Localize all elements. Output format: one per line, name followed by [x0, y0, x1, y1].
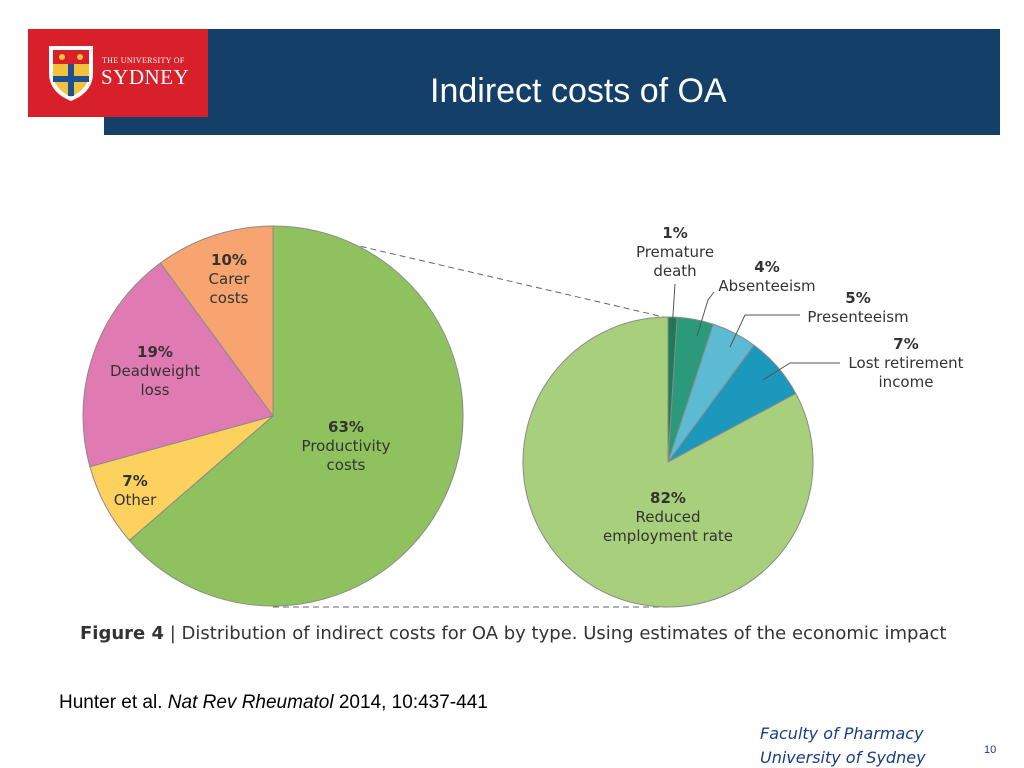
citation-journal: Nat Rev Rheumatol [167, 692, 334, 713]
label-productivity-costs-line2: costs [327, 456, 366, 474]
main-pie [82, 225, 464, 607]
figure-number: Figure 4 [80, 623, 165, 644]
crest-icon [49, 46, 93, 101]
label-productivity-costs-line1: Productivity [302, 437, 391, 455]
page-number: 10 [984, 744, 997, 756]
connector-line-top [272, 225, 669, 319]
label-premature-death-line1: Premature [636, 243, 714, 261]
label-reduced-employment-rate-line1: Reduced [635, 508, 700, 526]
pie-slice-reduced-employment-rate [522, 316, 814, 608]
label-presenteeism-value: 5% [845, 289, 870, 307]
citation-details: 2014, 10:437-441 [333, 692, 488, 713]
page-title: Indirect costs of OA [430, 72, 727, 110]
label-carer-costs-value: 10% [211, 251, 247, 269]
label-reduced-employment-rate-line2: employment rate [603, 527, 733, 545]
footer-faculty: Faculty of Pharmacy [760, 724, 924, 743]
university-logo: THE UNIVERSITY OF SYDNEY [28, 29, 208, 117]
footer-university: University of Sydney [760, 748, 926, 767]
leader-line-lost-retirement-income [762, 362, 840, 381]
label-lost-retirement-income-line2: income [879, 373, 934, 391]
label-carer-costs-line2: costs [210, 289, 249, 307]
label-lost-retirement-income-value: 7% [893, 335, 918, 353]
pie-slice-carer-costs [159, 225, 274, 418]
label-other-line1: Other [114, 491, 157, 509]
citation-authors: Hunter et al. [59, 692, 168, 713]
label-presenteeism-line1: Presenteeism [807, 308, 908, 326]
leader-line-absenteeism [696, 291, 715, 337]
figure-caption: Figure 4 | Distribution of indirect cost… [80, 623, 946, 644]
logo-big-text: SYDNEY [101, 65, 190, 89]
label-premature-death-value: 1% [662, 224, 687, 242]
connector-lines [272, 225, 669, 608]
label-other-value: 7% [122, 472, 147, 490]
leader-line-presenteeism [729, 314, 800, 348]
label-absenteeism-line1: Absenteeism [718, 277, 815, 295]
label-deadweight-loss-line2: loss [141, 381, 170, 399]
label-productivity-costs-value: 63% [328, 418, 364, 436]
label-lost-retirement-income-line1: Lost retirement [848, 354, 963, 372]
label-deadweight-loss-line1: Deadweight [110, 362, 200, 380]
pie-slice-productivity-costs [128, 225, 464, 607]
label-premature-death-line2: death [653, 262, 696, 280]
pie-slice-deadweight-loss [82, 262, 274, 468]
header-bar [104, 29, 1000, 135]
citation: Hunter et al. Nat Rev Rheumatol 2014, 10… [59, 692, 488, 714]
logo-small-text: THE UNIVERSITY OF [102, 56, 185, 65]
label-deadweight-loss-value: 19% [137, 343, 173, 361]
breakdown-pie [522, 316, 814, 608]
label-carer-costs-line1: Carer [209, 270, 251, 288]
label-absenteeism-value: 4% [754, 258, 779, 276]
label-reduced-employment-rate-value: 82% [650, 489, 686, 507]
figure-caption-text: | Distribution of indirect costs for OA … [164, 623, 947, 644]
slice-labels: 63%Productivitycosts7%Other19%Deadweight… [110, 224, 964, 545]
leader-line-premature-death [671, 283, 676, 331]
